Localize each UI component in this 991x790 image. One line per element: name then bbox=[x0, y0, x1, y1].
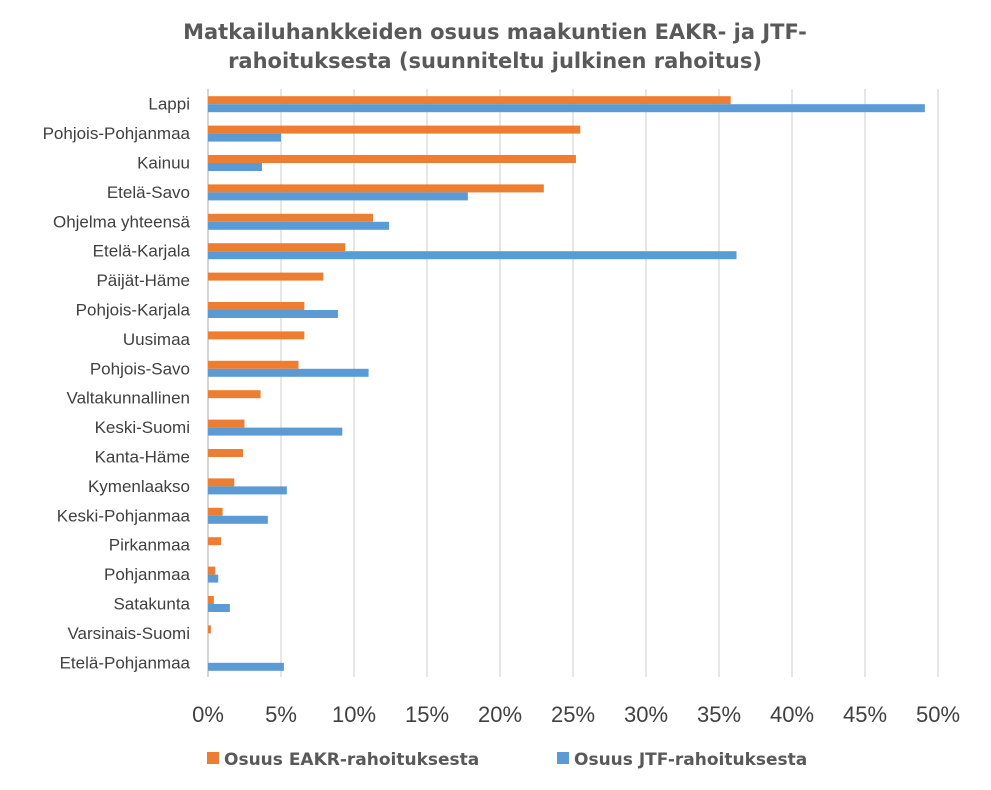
category-label: Päijät-Häme bbox=[96, 271, 190, 290]
bar-eakr bbox=[208, 272, 324, 281]
category-labels: Lappi Pohjois-Pohjanmaa Kainuu Etelä-Savo Oh… bbox=[43, 95, 191, 673]
bar-jtf bbox=[208, 310, 338, 318]
bar-eakr bbox=[208, 566, 216, 575]
category-label: Ohjelma yhteensä bbox=[53, 212, 191, 231]
x-tick-labels: 0% 5% 10% 15% 20% 25% 30% 35% 40% 45% 50% bbox=[192, 702, 960, 727]
x-tick-label: 50% bbox=[916, 702, 960, 727]
bars bbox=[208, 96, 925, 671]
bar-eakr bbox=[208, 125, 581, 134]
bar-eakr bbox=[208, 596, 214, 604]
bar-eakr bbox=[208, 478, 235, 487]
bar-eakr bbox=[208, 507, 223, 516]
bar-eakr bbox=[208, 390, 261, 399]
x-tick-label: 35% bbox=[697, 702, 741, 727]
x-tick-label: 10% bbox=[332, 702, 376, 727]
category-label: Uusimaa bbox=[123, 330, 191, 349]
x-tick-label: 30% bbox=[624, 702, 668, 727]
bar-jtf bbox=[208, 104, 925, 113]
category-label: Etelä-Savo bbox=[107, 183, 190, 202]
x-tick-label: 15% bbox=[405, 702, 449, 727]
bar-jtf bbox=[208, 515, 268, 524]
gridlines bbox=[207, 89, 939, 677]
bar-eakr bbox=[208, 419, 245, 428]
bar-eakr bbox=[208, 302, 305, 310]
bar-jtf bbox=[208, 662, 284, 671]
bar-jtf bbox=[208, 574, 219, 583]
bar-jtf bbox=[208, 133, 281, 142]
bar-eakr bbox=[208, 184, 544, 193]
legend-swatch-jtf bbox=[557, 752, 569, 764]
category-label: Kanta-Häme bbox=[95, 448, 190, 467]
category-label: Kymenlaakso bbox=[88, 477, 190, 496]
category-label: Varsinais-Suomi bbox=[67, 624, 190, 643]
x-tick-label: 45% bbox=[843, 702, 887, 727]
x-tick-label: 0% bbox=[192, 702, 224, 727]
x-tick-label: 5% bbox=[265, 702, 297, 727]
bar-jtf bbox=[208, 221, 390, 230]
chart-title-line-1: Matkailuhankkeiden osuus maakuntien EAKR… bbox=[183, 20, 807, 44]
legend-swatch-eakr bbox=[207, 752, 219, 764]
category-label: Valtakunnallinen bbox=[67, 389, 191, 408]
legend: Osuus EAKR-rahoituksesta Osuus JTF-rahoi… bbox=[207, 750, 807, 770]
category-label: Pohjois-Savo bbox=[90, 359, 190, 378]
bar-jtf bbox=[208, 604, 230, 612]
category-label: Pohjois-Karjala bbox=[76, 301, 191, 320]
x-tick-label: 40% bbox=[770, 702, 814, 727]
chart-title-line-2: rahoituksesta (suunniteltu julkinen raho… bbox=[228, 49, 762, 73]
category-label: Keski-Suomi bbox=[95, 418, 190, 437]
bar-jtf bbox=[208, 486, 287, 495]
bar-jtf bbox=[208, 192, 468, 201]
category-label: Pohjanmaa bbox=[104, 565, 191, 584]
category-label: Pirkanmaa bbox=[109, 536, 191, 555]
bar-eakr bbox=[208, 537, 222, 546]
category-label: Satakunta bbox=[113, 595, 190, 614]
bar-eakr bbox=[208, 449, 244, 457]
category-label: Etelä-Karjala bbox=[93, 242, 191, 261]
bar-jtf bbox=[208, 427, 343, 436]
category-label: Kainuu bbox=[137, 154, 190, 173]
category-label: Etelä-Pohjanmaa bbox=[60, 653, 191, 672]
x-tick-label: 25% bbox=[551, 702, 595, 727]
bar-eakr bbox=[208, 625, 211, 634]
legend-label-eakr: Osuus EAKR-rahoituksesta bbox=[224, 750, 479, 770]
category-label: Pohjois-Pohjanmaa bbox=[43, 124, 191, 143]
x-tick-label: 20% bbox=[478, 702, 522, 727]
bar-jtf bbox=[208, 251, 737, 260]
bar-eakr bbox=[208, 331, 305, 340]
bar-eakr bbox=[208, 96, 731, 105]
category-label: Keski-Pohjanmaa bbox=[57, 506, 191, 525]
bar-eakr bbox=[208, 155, 576, 163]
legend-label-jtf: Osuus JTF-rahoituksesta bbox=[574, 750, 807, 770]
bar-jtf bbox=[208, 368, 369, 377]
bar-jtf bbox=[208, 163, 263, 171]
bar-eakr bbox=[208, 360, 299, 369]
category-label: Lappi bbox=[148, 95, 190, 114]
bar-eakr bbox=[208, 213, 373, 222]
bar-eakr bbox=[208, 243, 346, 252]
